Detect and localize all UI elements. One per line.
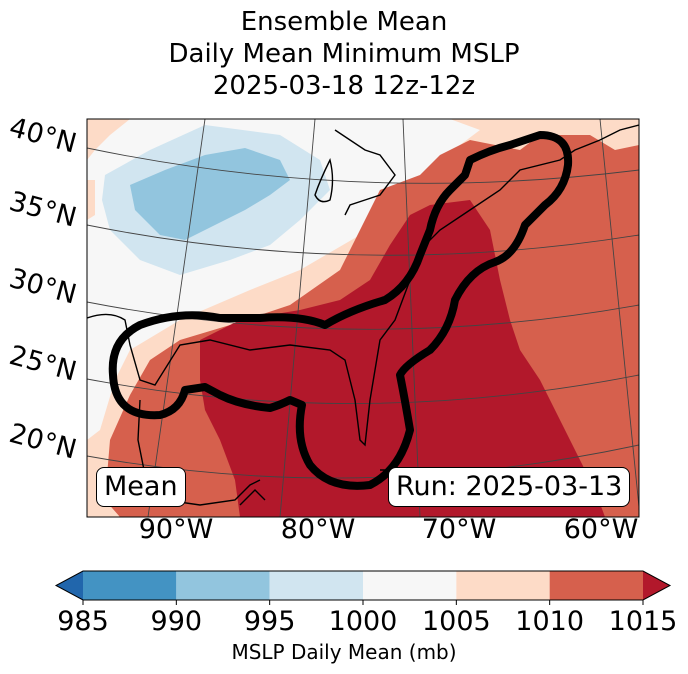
colorbar-label: MSLP Daily Mean (mb) xyxy=(231,640,457,664)
colorbar-tick-label: 995 xyxy=(243,606,296,637)
colorbar-bin-1005-1010 xyxy=(456,571,550,600)
colorbar-tick-label: 990 xyxy=(150,606,203,637)
lon-label-90w: 90°W xyxy=(138,514,214,545)
colorbar-under-arrow xyxy=(56,571,83,600)
colorbar-tick-label: 1015 xyxy=(608,606,678,637)
run-date-label: Run: 2025-03-13 xyxy=(388,467,631,507)
title-line-3: 2025-03-18 12z-12z xyxy=(212,71,476,101)
colorbar-bin-995-1000 xyxy=(269,571,363,600)
map-area xyxy=(87,119,639,517)
mean-label: Mean xyxy=(96,467,186,507)
field-1005-1010-left-strip xyxy=(87,180,95,220)
colorbar-bin-985-990 xyxy=(83,571,177,600)
title-line-1: Ensemble Mean xyxy=(240,7,448,37)
lon-label-60w: 60°W xyxy=(563,514,639,545)
colorbar-bin-1010-1015 xyxy=(549,571,643,600)
title-line-2: Daily Mean Minimum MSLP xyxy=(168,39,520,69)
colorbar-over-arrow xyxy=(643,571,670,600)
lon-label-70w: 70°W xyxy=(421,514,497,545)
lon-label-80w: 80°W xyxy=(280,514,356,545)
colorbar-tick-label: 1000 xyxy=(328,606,398,637)
colorbar-bin-990-995 xyxy=(176,571,270,600)
map-frame xyxy=(86,118,640,518)
colorbar-tick-label: 985 xyxy=(57,606,109,637)
colorbar-bin-1000-1005 xyxy=(363,571,457,600)
field-1005-1010-upper-left xyxy=(87,119,130,160)
colorbar-tick-label: 1005 xyxy=(421,606,491,637)
colorbar-tick-label: 1010 xyxy=(515,606,585,637)
field-990-995 xyxy=(130,148,290,240)
colorbar xyxy=(54,570,672,605)
contour-line xyxy=(108,131,573,490)
